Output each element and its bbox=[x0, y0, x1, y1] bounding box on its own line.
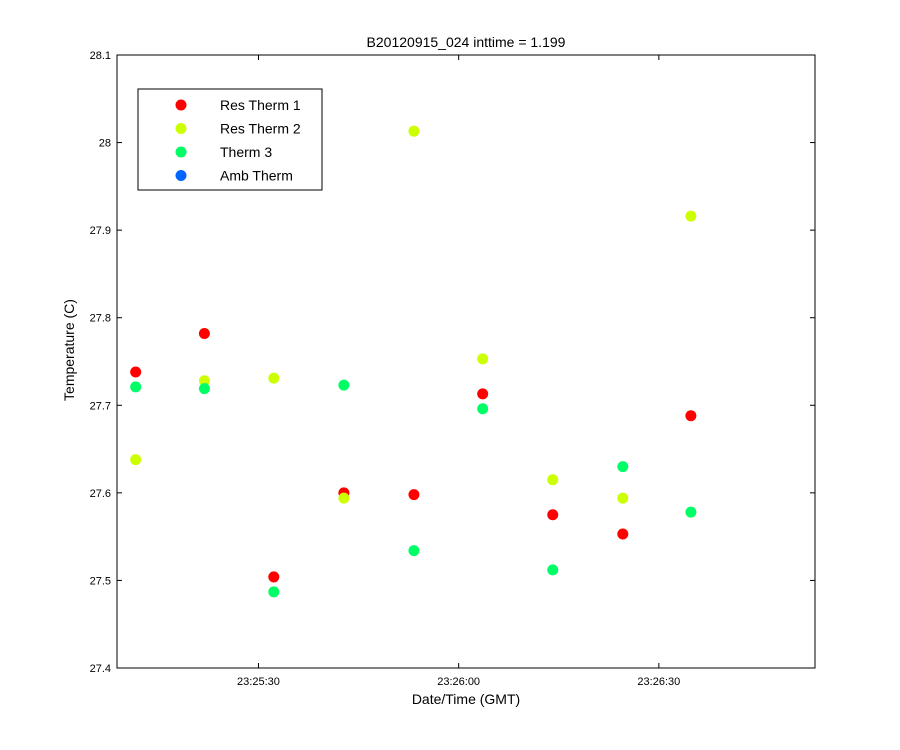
legend: Res Therm 1 Res Therm 2 Therm 3 Amb Therm bbox=[137, 88, 323, 191]
data-point bbox=[268, 571, 280, 583]
y-axis: 27.4 27.5 27.6 27.7 27.8 27.9 28 28.1 bbox=[90, 50, 815, 675]
data-point bbox=[477, 353, 489, 365]
y-tick-label: 28 bbox=[99, 138, 111, 150]
legend-label: Therm 3 bbox=[220, 144, 272, 160]
data-point bbox=[198, 383, 210, 395]
x-tick-label: 23:26:30 bbox=[637, 676, 680, 688]
data-point bbox=[408, 489, 420, 501]
y-tick-label: 28.1 bbox=[90, 50, 111, 62]
data-points bbox=[130, 125, 697, 598]
x-axis-title: Date/Time (GMT) bbox=[412, 691, 520, 707]
legend-marker bbox=[175, 146, 187, 158]
x-tick-label: 23:26:00 bbox=[437, 676, 480, 688]
data-point bbox=[477, 403, 489, 415]
data-point bbox=[617, 528, 629, 540]
legend-label: Res Therm 2 bbox=[220, 121, 301, 137]
data-point bbox=[408, 545, 420, 557]
data-point bbox=[547, 564, 559, 576]
data-point bbox=[268, 586, 280, 598]
data-point bbox=[130, 366, 142, 378]
y-tick-label: 27.8 bbox=[90, 313, 111, 325]
data-point bbox=[547, 474, 559, 486]
legend-marker bbox=[175, 170, 187, 181]
data-point bbox=[547, 509, 559, 521]
legend-marker bbox=[175, 99, 187, 111]
data-point bbox=[685, 210, 697, 222]
data-point bbox=[130, 454, 142, 466]
y-axis-title: Temperature (C) bbox=[61, 299, 77, 401]
data-point bbox=[477, 388, 489, 400]
y-tick-label: 27.6 bbox=[90, 488, 111, 500]
data-point bbox=[338, 492, 350, 504]
data-point bbox=[338, 379, 350, 391]
y-tick-label: 27.4 bbox=[90, 663, 111, 675]
y-tick-label: 27.9 bbox=[90, 225, 111, 237]
data-point bbox=[617, 461, 629, 473]
legend-label: Res Therm 1 bbox=[220, 97, 301, 113]
data-point bbox=[198, 327, 210, 339]
data-point bbox=[617, 492, 629, 504]
x-tick-label: 23:25:30 bbox=[237, 676, 280, 688]
chart-title: B20120915_024 inttime = 1.199 bbox=[367, 34, 566, 50]
data-point bbox=[268, 372, 280, 384]
data-point bbox=[685, 506, 697, 518]
legend-label: Amb Therm bbox=[220, 168, 293, 184]
x-axis: 23:25:30 23:26:00 23:26:30 bbox=[237, 55, 680, 688]
y-tick-label: 27.5 bbox=[90, 575, 111, 587]
data-point bbox=[685, 410, 697, 422]
legend-box bbox=[137, 88, 323, 191]
legend-marker bbox=[175, 123, 187, 134]
y-tick-label: 27.7 bbox=[90, 400, 111, 412]
data-point bbox=[198, 375, 210, 387]
data-point bbox=[130, 381, 142, 393]
data-point bbox=[408, 125, 420, 137]
